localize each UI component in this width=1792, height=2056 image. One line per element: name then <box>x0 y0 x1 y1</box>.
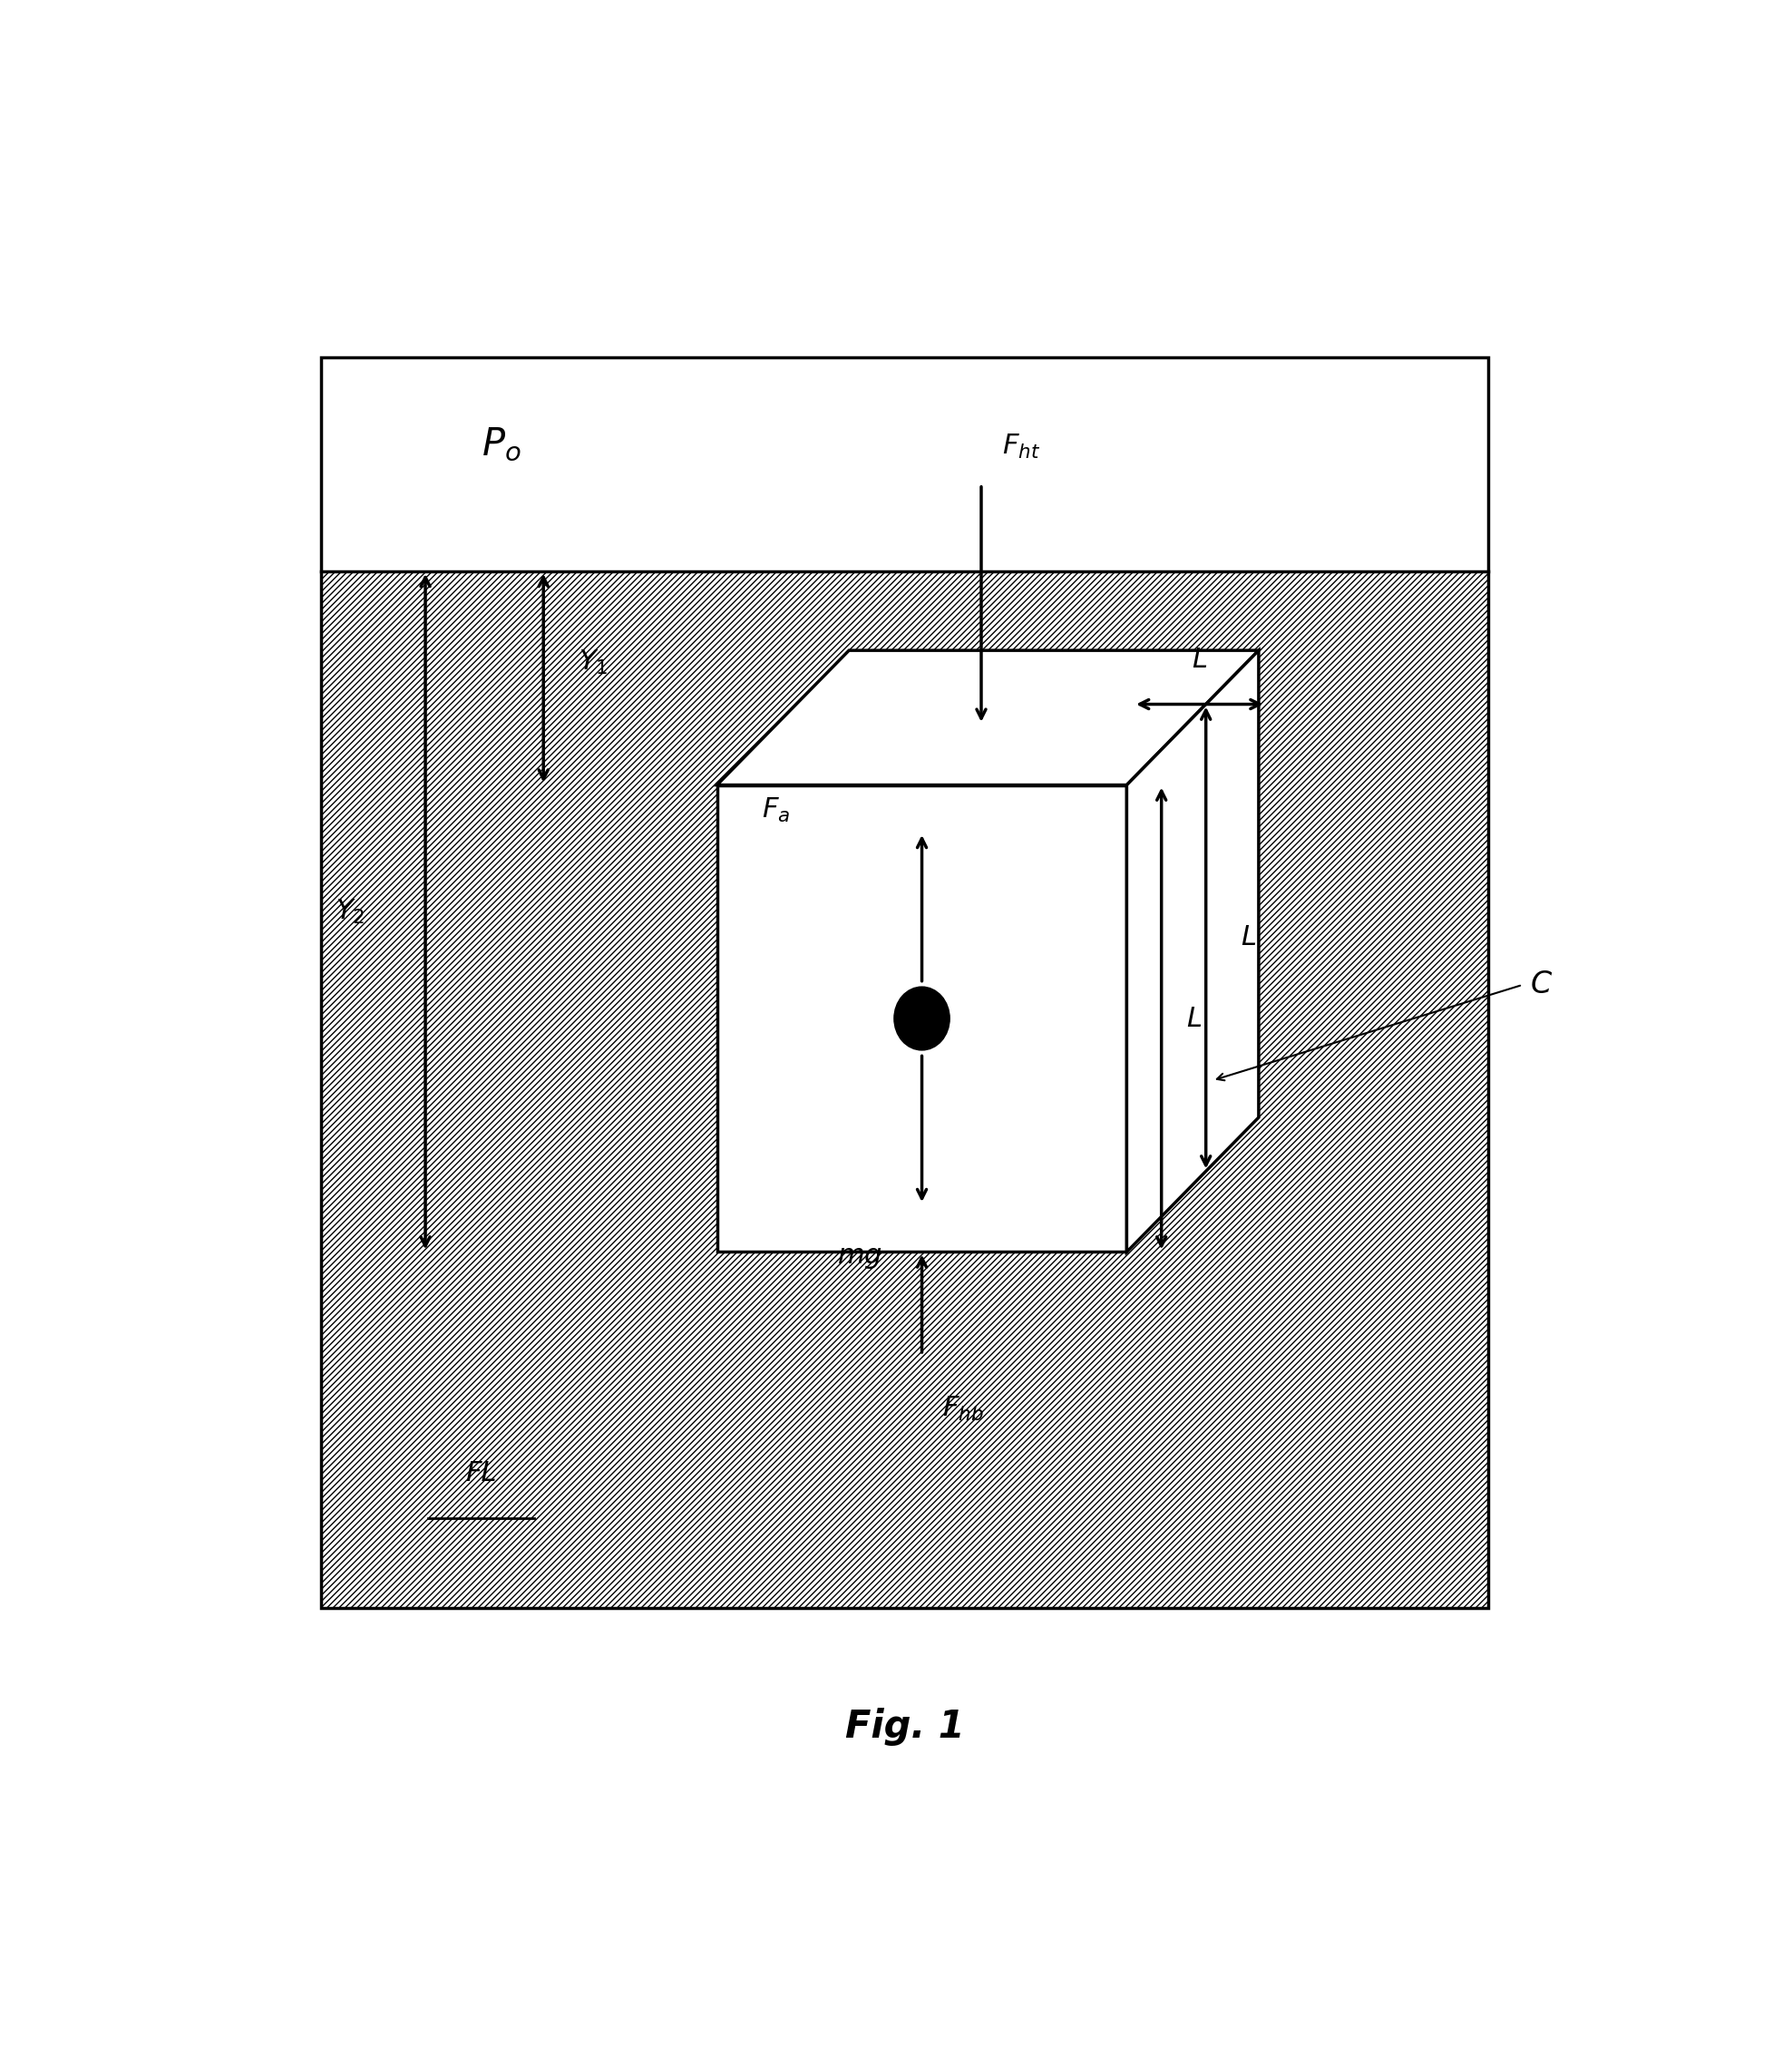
Circle shape <box>894 987 950 1051</box>
Text: $F_{ht}$: $F_{ht}$ <box>1002 432 1041 461</box>
Text: $P_o$: $P_o$ <box>482 426 521 465</box>
Text: $L$: $L$ <box>1192 646 1208 672</box>
Text: Fig. 1: Fig. 1 <box>844 1709 964 1746</box>
Text: $Y_2$: $Y_2$ <box>335 898 364 925</box>
Polygon shape <box>717 785 1127 1252</box>
Text: $C$: $C$ <box>1529 970 1552 999</box>
Polygon shape <box>717 650 1258 785</box>
Text: $L$: $L$ <box>1240 925 1256 952</box>
Text: $mg$: $mg$ <box>837 1244 882 1271</box>
Text: $F_a$: $F_a$ <box>762 796 790 824</box>
Polygon shape <box>321 358 1487 572</box>
Text: $F_{hb}$: $F_{hb}$ <box>943 1394 984 1423</box>
Text: $Y_1$: $Y_1$ <box>579 648 607 676</box>
Text: FL: FL <box>466 1460 496 1486</box>
Polygon shape <box>321 572 1487 1608</box>
Text: $L$: $L$ <box>1186 1005 1202 1032</box>
Polygon shape <box>1127 650 1258 1252</box>
